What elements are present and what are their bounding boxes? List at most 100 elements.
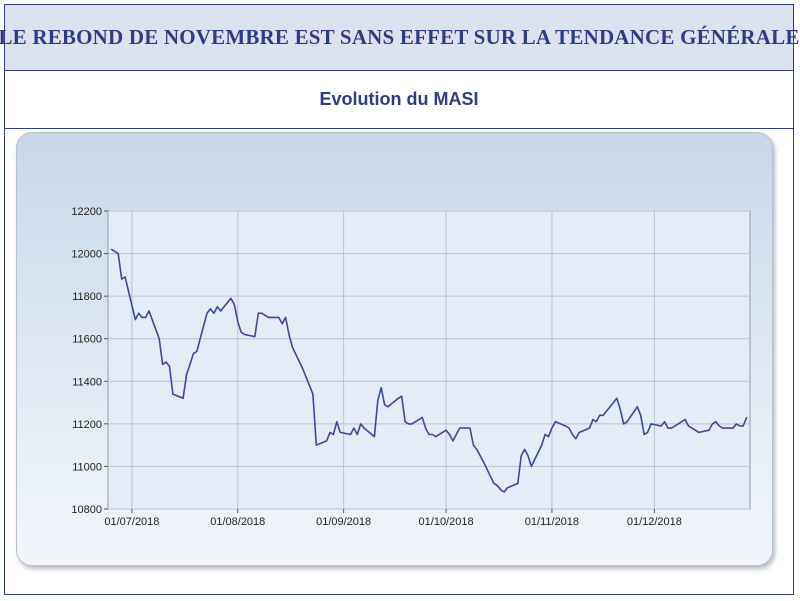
y-tick-label: 11400 (72, 376, 102, 388)
x-tick-label: 01/07/2018 (104, 516, 159, 528)
data-point (360, 423, 362, 425)
data-point (565, 425, 567, 427)
y-tick-label: 11200 (72, 419, 102, 431)
data-point (575, 438, 577, 440)
headline: LE REBOND DE NOVEMBRE EST SANS EFFET SUR… (0, 5, 799, 71)
data-point (165, 361, 167, 363)
data-point (496, 485, 498, 487)
data-point (732, 427, 734, 429)
data-point (237, 321, 239, 323)
data-point (377, 399, 379, 401)
data-point (148, 310, 150, 312)
data-point (711, 423, 714, 425)
data-point (647, 431, 649, 433)
data-point (619, 408, 621, 410)
y-tick-label: 11000 (72, 461, 102, 473)
data-point (182, 397, 184, 399)
data-point (315, 444, 317, 446)
data-point (664, 421, 666, 423)
y-tick-label: 10800 (71, 504, 102, 516)
data-point (592, 419, 594, 421)
data-point (192, 353, 194, 355)
data-point (578, 431, 580, 433)
data-point (373, 436, 375, 438)
data-point (459, 427, 461, 429)
data-point (196, 350, 198, 353)
data-point (520, 455, 522, 457)
data-point (506, 487, 509, 489)
data-point (312, 393, 314, 395)
data-point (285, 316, 287, 318)
data-point (261, 312, 263, 314)
data-point (445, 429, 447, 431)
data-point (264, 314, 266, 316)
data-point (735, 423, 737, 425)
data-point (694, 429, 697, 431)
data-point (616, 397, 618, 399)
data-point (568, 427, 570, 429)
data-point (220, 310, 222, 312)
data-point (742, 425, 744, 427)
data-point (172, 393, 174, 395)
grid (107, 210, 751, 510)
y-tick-label: 11600 (72, 334, 102, 346)
data-point (674, 425, 676, 427)
data-point (407, 423, 410, 425)
data-point (503, 491, 505, 493)
data-point (612, 402, 615, 404)
data-point (387, 406, 389, 408)
data-point (524, 448, 526, 450)
y-tick-label: 11800 (72, 291, 102, 303)
data-point (483, 461, 485, 463)
data-point (267, 316, 270, 318)
data-point (599, 414, 601, 416)
data-point (240, 331, 242, 333)
data-point (421, 416, 423, 419)
data-point (141, 316, 143, 318)
data-point (746, 416, 748, 419)
data-point (244, 333, 246, 336)
data-point (530, 465, 533, 467)
data-point (356, 433, 358, 436)
data-point (718, 425, 720, 427)
data-point (363, 427, 365, 429)
data-point (667, 427, 669, 429)
data-point (209, 308, 211, 310)
data-point (168, 365, 171, 367)
data-point (138, 312, 140, 314)
y-tick-label: 12000 (71, 249, 102, 261)
data-point (349, 433, 352, 436)
data-point (278, 316, 280, 318)
x-tick-label: 01/10/2018 (419, 516, 474, 528)
data-point (431, 433, 433, 436)
x-tick-label: 01/12/2018 (627, 516, 682, 528)
data-point (233, 304, 235, 306)
data-point (230, 297, 232, 299)
data-point (329, 431, 331, 433)
data-point (544, 433, 546, 436)
masi-series-line (110, 248, 748, 493)
y-tick-label: 12200 (71, 206, 102, 218)
data-point (124, 276, 126, 278)
data-point (500, 489, 502, 491)
data-point (185, 374, 188, 376)
plot-area (110, 248, 748, 493)
data-point (216, 306, 218, 308)
data-point (687, 425, 690, 427)
data-point (469, 427, 471, 429)
data-point (145, 316, 147, 318)
data-point (517, 482, 519, 485)
data-point (302, 367, 304, 370)
data-point (588, 427, 591, 429)
data-point (684, 419, 686, 421)
data-point (571, 433, 574, 436)
data-point (162, 363, 164, 365)
data-point (411, 423, 413, 425)
data-point (339, 431, 341, 433)
data-point (455, 433, 457, 436)
data-point (643, 433, 645, 436)
data-point (452, 440, 454, 442)
data-point (189, 363, 191, 365)
data-point (626, 421, 628, 423)
data-point (551, 427, 553, 429)
